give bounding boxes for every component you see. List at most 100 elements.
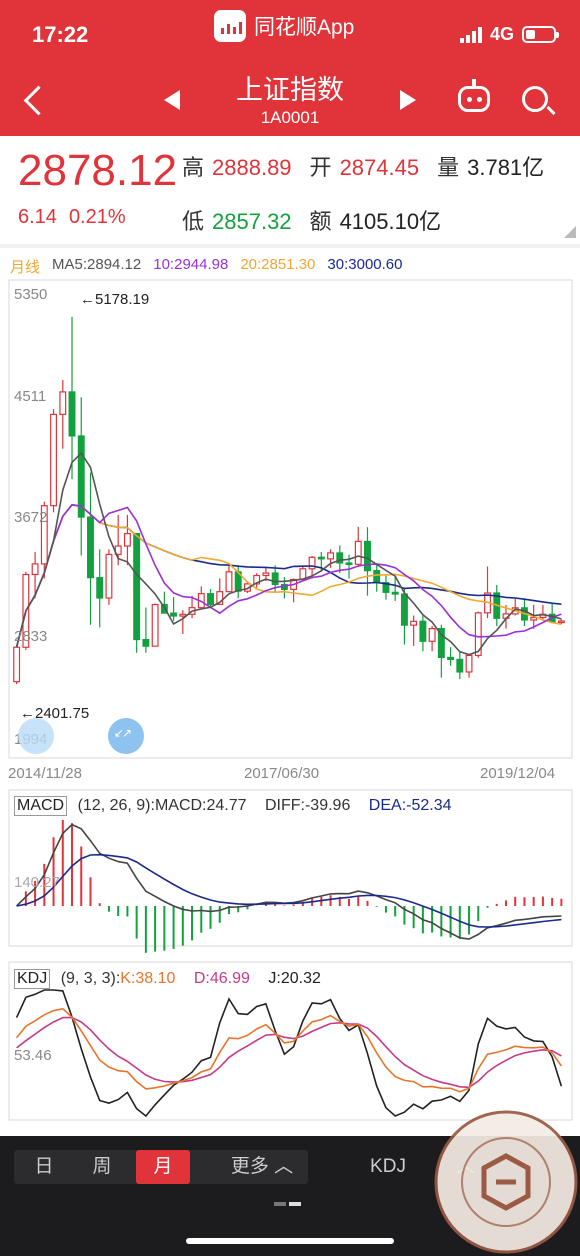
- battery-icon: [522, 26, 559, 43]
- candle-body: [142, 638, 150, 647]
- high-label: 高: [182, 155, 205, 180]
- amount-label: 额: [309, 209, 332, 234]
- candle-body: [447, 656, 455, 661]
- y-tick-label: 4511: [14, 388, 47, 405]
- candle-body: [13, 646, 21, 683]
- candle-body: [437, 627, 445, 659]
- tab-week[interactable]: 周: [92, 1156, 112, 1177]
- chart-canvas[interactable]: [0, 0, 580, 1136]
- macd-axis-label: 140.27: [14, 874, 60, 891]
- candle-body: [133, 532, 141, 641]
- current-price: 2878.12: [18, 146, 178, 195]
- search-icon[interactable]: [522, 86, 548, 112]
- candle-body: [77, 435, 85, 518]
- min-annotation: ←2401.75: [20, 705, 90, 722]
- candle-body: [170, 612, 178, 617]
- kdj-j-line: [15, 989, 563, 1118]
- candle-body: [96, 577, 104, 599]
- status-indicators: 4G: [459, 24, 559, 45]
- candle-body: [50, 413, 58, 507]
- fullscreen-icon[interactable]: [108, 718, 144, 754]
- high-value: 2888.89: [212, 155, 292, 180]
- period-label[interactable]: 月线: [10, 259, 41, 276]
- open-value: 2874.45: [339, 155, 420, 180]
- app-header: 17:22 同花顺App 4G 上证指数 1A0001: [0, 0, 580, 136]
- macd-diff-line: [16, 823, 562, 940]
- candle-body: [68, 391, 76, 437]
- tab-more[interactable]: 更多 ︿: [222, 1150, 302, 1184]
- candle-body: [373, 570, 381, 584]
- candle-body: [105, 553, 113, 599]
- home-indicator[interactable]: [186, 1238, 394, 1244]
- network-label: 4G: [489, 24, 514, 44]
- page-indicator: [274, 1202, 301, 1206]
- ma20-value: 20:2851.30: [240, 256, 316, 273]
- candle-body: [308, 556, 316, 570]
- candle-body: [410, 620, 418, 626]
- next-stock-icon[interactable]: [400, 90, 416, 110]
- y-tick-label: 5350: [14, 286, 48, 303]
- ma-legend: 月线 MA5:2894.12 10:2944.98 20:2851.30 30:…: [10, 256, 402, 277]
- macd-params: (12, 26, 9):MACD:24.77: [77, 797, 247, 814]
- macd-indicator-button[interactable]: MACD: [14, 796, 68, 816]
- crosshair-dot-icon[interactable]: [18, 718, 54, 754]
- candle-body: [474, 612, 482, 657]
- status-app-indicator[interactable]: 同花顺App: [214, 10, 354, 42]
- main-chart-frame: [8, 279, 573, 759]
- quote-row-2: 低 2857.32 额 4105.10亿: [182, 204, 451, 236]
- candle-body: [225, 571, 233, 593]
- expand-corner-icon[interactable]: [564, 226, 576, 238]
- candle-body: [317, 556, 325, 560]
- macd-diff: DIFF:-39.96: [264, 797, 351, 814]
- candle-body: [151, 603, 159, 647]
- kdj-legend: KDJ (9, 3, 3):K:38.10 D:46.99 J:20.32: [14, 969, 321, 989]
- candle-body: [87, 516, 94, 579]
- ma10-line: [15, 503, 562, 648]
- ma5-line: [15, 451, 562, 656]
- candle-body: [336, 552, 344, 564]
- candle-body: [465, 654, 473, 673]
- macd-legend: MACD (12, 26, 9):MACD:24.77 DIFF:-39.96 …: [14, 796, 452, 816]
- y-tick-label: 2833: [14, 628, 48, 645]
- candle-body: [456, 658, 464, 673]
- date-label: 2014/11/28: [8, 765, 82, 782]
- robot-assistant-icon[interactable]: [458, 79, 490, 112]
- open-label: 开: [309, 155, 332, 180]
- ma5-value: MA5:2894.12: [52, 256, 142, 273]
- change-percent: 0.21%: [68, 206, 126, 228]
- kdj-k: K:38.10: [120, 970, 176, 987]
- prev-stock-icon[interactable]: [164, 90, 180, 110]
- candle-body: [327, 552, 335, 560]
- candle-body: [207, 593, 214, 605]
- candle-body: [59, 391, 67, 415]
- candle-body: [428, 627, 436, 642]
- indicator-selector[interactable]: KDJ: [370, 1156, 406, 1177]
- kdj-d: D:46.99: [193, 970, 250, 987]
- change-value: 6.14: [18, 206, 57, 228]
- date-label: 2017/06/30: [244, 765, 320, 782]
- candle-body: [364, 540, 371, 572]
- candle-body: [179, 613, 187, 617]
- candle-body: [123, 532, 131, 547]
- low-value: 2857.32: [212, 209, 292, 234]
- candle-body: [391, 591, 399, 595]
- candle-body: [530, 616, 538, 621]
- tab-more-label: 更多: [230, 1156, 269, 1177]
- candle-body: [262, 572, 270, 577]
- amount-value: 4105.10亿: [339, 209, 442, 234]
- candle-body: [271, 572, 279, 586]
- signal-icon: [459, 26, 482, 43]
- kdj-indicator-button[interactable]: KDJ: [14, 969, 51, 989]
- tab-month[interactable]: 月: [136, 1150, 190, 1184]
- price-change: 6.14 0.21%: [18, 206, 138, 229]
- candle-body: [31, 563, 39, 576]
- macd-panel-frame: [8, 789, 573, 947]
- status-time: 17:22: [32, 22, 89, 47]
- ma10-value: 10:2944.98: [153, 256, 229, 273]
- candle-body: [216, 591, 224, 605]
- candle-body: [382, 582, 390, 593]
- divider: [0, 244, 580, 248]
- tab-day[interactable]: 日: [34, 1156, 54, 1177]
- page-title: 上证指数: [236, 75, 344, 105]
- max-annotation: ←5178.19: [80, 291, 150, 308]
